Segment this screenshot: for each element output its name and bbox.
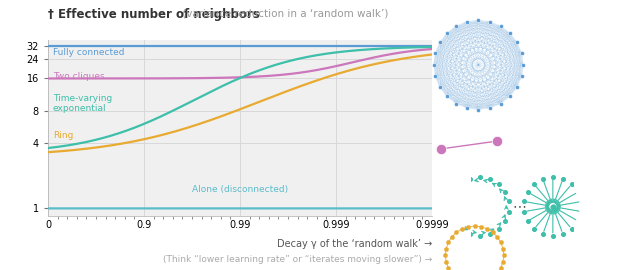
Point xyxy=(456,227,467,231)
Point xyxy=(449,190,460,194)
Point xyxy=(505,31,515,35)
Point xyxy=(451,102,461,106)
Point xyxy=(548,175,558,180)
Point xyxy=(522,190,532,194)
Text: Fully connected: Fully connected xyxy=(52,48,124,57)
Point xyxy=(485,232,495,236)
Point xyxy=(451,24,461,28)
Point xyxy=(485,106,495,110)
Point xyxy=(496,266,506,270)
Text: Ring: Ring xyxy=(52,131,73,140)
Point xyxy=(457,227,467,231)
Point xyxy=(499,253,509,257)
Point xyxy=(516,51,527,55)
Text: (variance reduction in a ‘random walk’): (variance reduction in a ‘random walk’) xyxy=(179,8,388,18)
Point xyxy=(538,232,548,236)
Point xyxy=(518,63,528,67)
Point xyxy=(441,259,451,264)
Point xyxy=(577,199,587,204)
Point xyxy=(461,106,472,110)
Point xyxy=(519,199,529,204)
Point xyxy=(451,230,461,235)
Point xyxy=(566,182,577,186)
Point xyxy=(476,225,486,229)
Point xyxy=(498,259,508,264)
Point xyxy=(488,230,498,235)
Point xyxy=(492,235,502,239)
Point xyxy=(474,107,484,112)
Text: Decay γ of the ‘random walk’ →: Decay γ of the ‘random walk’ → xyxy=(276,239,432,249)
Point xyxy=(504,210,514,214)
Point xyxy=(430,51,440,55)
Point xyxy=(573,219,583,223)
Point xyxy=(500,190,510,194)
Point xyxy=(482,227,492,231)
Point xyxy=(522,219,532,223)
Point xyxy=(548,234,558,238)
Point xyxy=(504,199,514,204)
Point xyxy=(557,232,568,236)
Point xyxy=(443,266,453,270)
Point xyxy=(485,19,495,24)
Text: Time-varying
exponential: Time-varying exponential xyxy=(52,94,112,113)
Point xyxy=(470,224,480,228)
Point xyxy=(529,182,540,186)
Point xyxy=(493,182,504,186)
Point xyxy=(573,190,583,194)
Point xyxy=(435,40,445,45)
Point xyxy=(474,18,484,22)
Point xyxy=(498,247,508,251)
Point xyxy=(495,102,506,106)
Point xyxy=(465,232,475,236)
Point xyxy=(443,240,453,245)
Point xyxy=(496,240,506,245)
Point xyxy=(516,74,527,79)
Point xyxy=(465,177,475,181)
Text: Two cliques: Two cliques xyxy=(52,72,104,81)
Point xyxy=(577,210,587,214)
Point xyxy=(512,85,522,89)
Point xyxy=(435,85,445,89)
Point xyxy=(548,204,558,209)
Point xyxy=(496,24,506,28)
Point xyxy=(475,175,485,180)
Text: Alone (disconnected): Alone (disconnected) xyxy=(192,185,288,194)
Point xyxy=(519,210,529,214)
Point xyxy=(463,225,473,229)
Point xyxy=(441,247,451,251)
Text: † Effective number of neighbors: † Effective number of neighbors xyxy=(48,8,260,21)
Point xyxy=(505,94,515,99)
Point xyxy=(493,227,504,231)
Point xyxy=(440,253,451,257)
Point xyxy=(538,177,548,181)
Point xyxy=(446,199,456,204)
Point xyxy=(442,31,452,35)
Point xyxy=(461,19,472,24)
Point xyxy=(429,63,439,67)
Point xyxy=(446,210,456,214)
Point xyxy=(485,177,495,181)
Point xyxy=(456,182,467,186)
Point xyxy=(430,74,440,79)
Point xyxy=(500,219,510,223)
Point xyxy=(436,147,446,151)
Point xyxy=(442,94,452,99)
Point xyxy=(557,177,568,181)
Text: (Think “lower learning rate” or “iterates moving slower”) →: (Think “lower learning rate” or “iterate… xyxy=(163,255,432,264)
Point xyxy=(529,227,540,231)
Point xyxy=(449,219,460,223)
Point xyxy=(475,234,485,238)
Point xyxy=(492,139,502,143)
Text: ⋯: ⋯ xyxy=(513,200,526,214)
Point xyxy=(566,227,577,231)
Point xyxy=(447,235,457,239)
Point xyxy=(512,40,522,45)
